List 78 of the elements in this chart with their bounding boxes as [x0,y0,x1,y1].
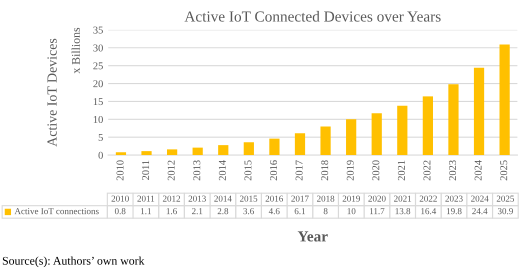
data-label: 2.8 [218,208,228,214]
y-tick-label: 30 [93,44,103,52]
bar [218,145,228,156]
x-tick-label: 2020 [372,160,380,180]
category-label: 2019 [342,196,360,202]
x-tick-label: 2022 [423,160,430,180]
x-tick-label: 2024 [474,160,482,180]
x-axis-title: Year [298,231,328,242]
category-label: 2013 [188,196,206,202]
y-tick-label: 20 [93,80,103,88]
data-label: 24.4 [472,208,488,214]
data-label: 4.6 [268,208,280,214]
bar [244,142,254,156]
x-tick-label: 2010 [116,160,124,180]
category-label: 2020 [368,196,386,202]
x-tick-label: 2023 [449,160,456,180]
bar [346,119,356,156]
category-label: 2012 [162,196,180,202]
category-label: 2015 [240,196,258,202]
x-tick-label: 2011 [142,160,150,180]
bar [166,149,178,156]
x-tick-label: 2014 [218,160,226,180]
bar [269,138,280,156]
bar [372,113,382,156]
bar [448,84,459,156]
bar [474,68,484,156]
x-tick-label: 2017 [296,160,303,180]
x-tick-label: 2013 [193,160,200,180]
category-label: 2018 [316,196,334,202]
data-label: 2.1 [192,208,202,214]
chart-title: Active IoT Connected Devices over Years [184,10,441,22]
x-tick-label: 2021 [398,160,405,180]
y-tick-label: 5 [98,134,103,141]
category-label: 2023 [445,196,463,202]
y-tick-label: 0 [98,152,103,159]
category-label: 2010 [112,196,129,202]
category-label: 2017 [291,196,309,202]
source-note: Source(s): Authors’ own work [2,256,144,268]
x-tick-label: 2018 [321,160,328,180]
data-label: 1.1 [141,208,151,214]
category-label: 2011 [137,196,154,202]
data-label: 16.4 [421,208,436,214]
category-label: 2025 [496,196,514,202]
data-label: 11.7 [370,208,384,214]
data-label: 30.9 [498,208,513,214]
x-tick-label: 2025 [500,160,508,180]
y-axis-title: Active IoT Devices [47,38,57,147]
bar [141,151,152,156]
text: x Billions [72,28,80,74]
data-label: 0.8 [114,208,126,214]
y-tick-label: 10 [94,116,103,124]
x-tick-label: 2012 [168,160,175,180]
data-label: 6.1 [294,208,306,214]
category-label: 2021 [394,196,412,202]
bar [422,96,433,156]
category-label: 2024 [471,196,489,202]
data-label: 10 [348,208,356,214]
x-tick-label: 2016 [270,160,278,180]
y-tick-label: 35 [93,26,103,34]
x-tick-label: 2019 [346,160,354,180]
data-label: 3.6 [243,208,254,214]
bar [192,148,203,156]
data-label: 1.6 [166,208,177,214]
bar [320,126,331,156]
category-label: 2014 [214,196,232,202]
bar [397,106,408,156]
x-tick-label: 2015 [244,160,252,180]
y-tick-label: 15 [94,98,103,106]
category-label: 2022 [420,196,437,202]
data-label: 8 [324,208,328,214]
bar [499,44,510,156]
bar [116,152,126,156]
category-label: 2016 [266,196,284,202]
data-label: 13.8 [396,208,410,214]
data-label: 19.8 [446,208,462,214]
y-tick-label: 25 [93,62,103,70]
legend-label: Active IoT connections [14,208,99,214]
bar [294,133,306,156]
